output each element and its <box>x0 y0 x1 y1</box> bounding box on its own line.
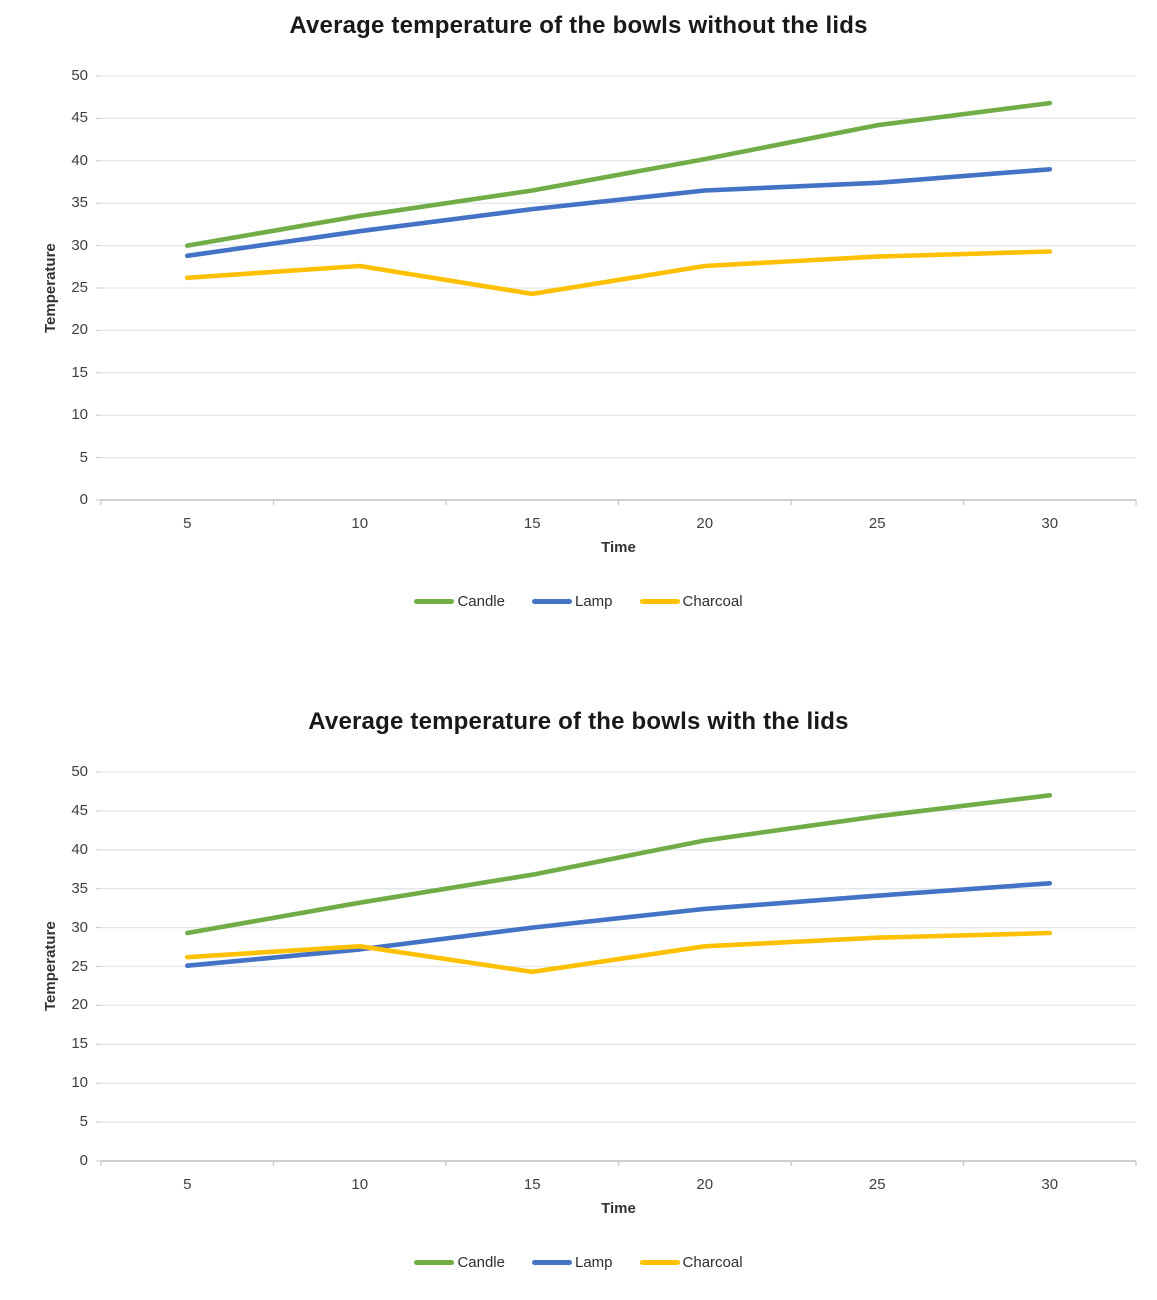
candle-legend-swatch <box>414 599 455 604</box>
y-tick-label: 5 <box>79 1113 88 1131</box>
x-tick-label: 20 <box>696 1176 714 1193</box>
chart-canvas <box>96 75 1137 505</box>
plot-area <box>96 75 1137 505</box>
y-tick-label: 35 <box>71 194 88 212</box>
x-tick-label: 25 <box>868 515 886 532</box>
charcoal-series-line <box>185 930 1053 975</box>
x-axis-title: Time <box>601 539 636 556</box>
legend: Candle Lamp Charcoal <box>0 1254 1157 1271</box>
charcoal-series-line <box>185 249 1053 297</box>
legend-item-charcoal: Charcoal <box>639 593 743 610</box>
legend-item-lamp: Lamp <box>531 1254 613 1271</box>
y-tick-label: 35 <box>71 879 88 897</box>
y-tick-label: 15 <box>71 363 88 381</box>
charcoal-legend-swatch <box>639 1260 680 1265</box>
x-tick-label: 10 <box>351 1176 369 1193</box>
lamp-legend-swatch <box>531 1260 572 1265</box>
x-tick-label: 10 <box>351 515 369 532</box>
chart-title: Average temperature of the bowls with th… <box>308 708 849 735</box>
y-tick-label: 25 <box>71 957 88 975</box>
y-tick-label: 30 <box>71 236 88 254</box>
legend-item-charcoal: Charcoal <box>639 1254 743 1271</box>
x-tick-label: 15 <box>523 515 541 532</box>
candle-legend-swatch <box>414 1260 455 1265</box>
y-tick-label: 0 <box>79 491 88 508</box>
legend: Candle Lamp Charcoal <box>0 593 1157 610</box>
y-tick-label: 25 <box>71 279 88 296</box>
legend-label: Charcoal <box>682 593 743 610</box>
chart-canvas <box>96 771 1137 1166</box>
y-tick-label: 40 <box>71 151 88 169</box>
charcoal-legend-swatch <box>639 599 680 604</box>
x-tick-label: 25 <box>868 1176 886 1193</box>
candle-series-line <box>185 100 1053 248</box>
y-tick-label: 45 <box>71 801 88 819</box>
legend-label: Lamp <box>574 1254 613 1271</box>
legend-item-candle: Candle <box>414 1254 505 1271</box>
x-tick-label: 30 <box>1041 1176 1059 1193</box>
x-tick-label: 30 <box>1041 515 1059 532</box>
y-tick-label: 45 <box>71 109 88 127</box>
y-tick-label: 10 <box>71 406 88 424</box>
lamp-series-line <box>185 167 1053 259</box>
chart-without-lids: Average temperature of the bowls without… <box>0 12 1157 610</box>
y-tick-label: 20 <box>71 996 88 1014</box>
plot-area <box>96 771 1137 1166</box>
y-tick-label: 5 <box>79 448 88 466</box>
x-tick-label: 5 <box>183 1176 192 1193</box>
x-tick-label: 5 <box>183 515 192 532</box>
y-tick-label: 50 <box>71 67 88 84</box>
y-tick-label: 10 <box>71 1074 88 1092</box>
chart-with-lids: Average temperature of the bowls with th… <box>0 696 1157 1300</box>
legend-label: Candle <box>457 1254 505 1271</box>
lamp-legend-swatch <box>531 599 572 604</box>
x-tick-label: 15 <box>523 1176 541 1193</box>
y-tick-label: 40 <box>71 840 88 858</box>
legend-item-candle: Candle <box>414 593 505 610</box>
legend-label: Candle <box>457 593 505 610</box>
candle-series-line <box>185 792 1053 936</box>
legend-item-lamp: Lamp <box>531 593 613 610</box>
x-tick-label: 20 <box>696 515 714 532</box>
y-tick-label: 20 <box>71 321 88 339</box>
y-tick-label: 0 <box>79 1152 88 1169</box>
legend-label: Lamp <box>574 593 613 610</box>
y-tick-label: 50 <box>71 763 88 780</box>
legend-label: Charcoal <box>682 1254 743 1271</box>
x-axis-title: Time <box>601 1200 636 1217</box>
lamp-series-line <box>185 881 1053 968</box>
y-tick-label: 30 <box>71 918 88 936</box>
y-tick-label: 15 <box>71 1035 88 1053</box>
chart-title: Average temperature of the bowls without… <box>289 12 868 39</box>
